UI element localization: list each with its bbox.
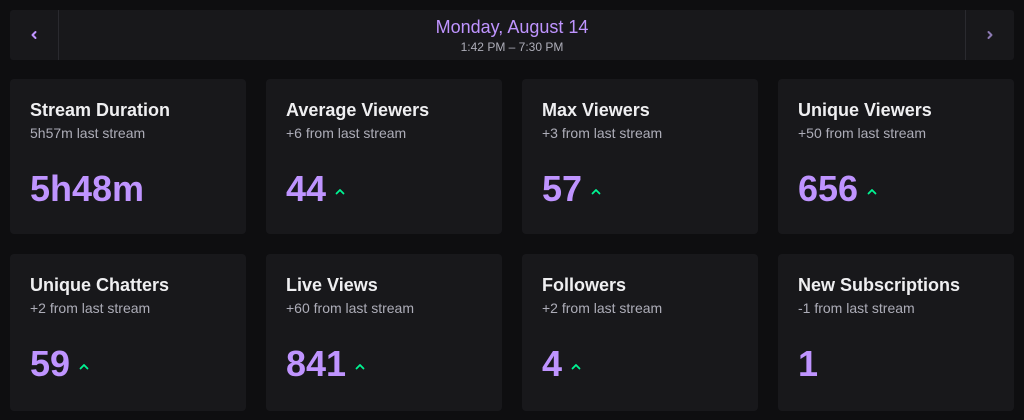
chevron-left-icon bbox=[31, 31, 37, 39]
stat-title: Unique Viewers bbox=[798, 100, 932, 120]
stat-card-stream-duration: Stream Duration 5h57m last stream 5h48m bbox=[10, 79, 246, 234]
stat-comparison: +2 from last stream bbox=[30, 300, 151, 316]
stat-comparison: +3 from last stream bbox=[542, 125, 663, 141]
chevron-right-icon bbox=[987, 31, 993, 39]
stat-comparison: +60 from last stream bbox=[286, 300, 414, 316]
stat-title: Unique Chatters bbox=[30, 275, 170, 295]
stat-title: Stream Duration bbox=[30, 100, 171, 120]
stat-title: Followers bbox=[542, 275, 627, 295]
previous-stream-button[interactable] bbox=[10, 10, 59, 60]
stat-card-unique-chatters: Unique Chatters +2 from last stream 59 bbox=[10, 254, 246, 411]
stat-value: 44 bbox=[286, 168, 327, 209]
stream-date: Monday, August 14 bbox=[435, 16, 589, 37]
stat-value: 57 bbox=[542, 168, 583, 209]
stat-card-unique-viewers: Unique Viewers +50 from last stream 656 bbox=[778, 79, 1014, 234]
trend-up-icon bbox=[591, 188, 601, 194]
stat-comparison: +50 from last stream bbox=[798, 125, 926, 141]
stat-card-followers: Followers +2 from last stream 4 bbox=[522, 254, 758, 411]
trend-up-icon bbox=[79, 363, 89, 369]
stats-grid: Stream Duration 5h57m last stream 5h48m … bbox=[10, 79, 1014, 411]
stat-value: 5h48m bbox=[30, 168, 145, 209]
date-display: Monday, August 14 1:42 PM – 7:30 PM bbox=[59, 10, 965, 60]
stat-comparison: 5h57m last stream bbox=[30, 125, 146, 141]
stat-comparison: +6 from last stream bbox=[286, 125, 407, 141]
next-stream-button[interactable] bbox=[965, 10, 1014, 60]
stat-title: Max Viewers bbox=[542, 100, 650, 120]
stat-title: New Subscriptions bbox=[798, 275, 961, 295]
date-navigator: Monday, August 14 1:42 PM – 7:30 PM bbox=[10, 10, 1014, 60]
stat-value: 59 bbox=[30, 343, 71, 384]
trend-up-icon bbox=[571, 363, 581, 369]
stat-card-average-viewers: Average Viewers +6 from last stream 44 bbox=[266, 79, 502, 234]
stat-value: 841 bbox=[286, 343, 347, 384]
trend-up-icon bbox=[335, 188, 345, 194]
stat-title: Live Views bbox=[286, 275, 378, 295]
stat-value: 4 bbox=[542, 343, 563, 384]
stat-comparison: -1 from last stream bbox=[798, 300, 915, 316]
trend-up-icon bbox=[867, 188, 877, 194]
stat-card-max-viewers: Max Viewers +3 from last stream 57 bbox=[522, 79, 758, 234]
trend-up-icon bbox=[355, 363, 365, 369]
stat-value: 1 bbox=[798, 343, 819, 384]
stat-comparison: +2 from last stream bbox=[542, 300, 663, 316]
stat-card-new-subscriptions: New Subscriptions -1 from last stream 1 bbox=[778, 254, 1014, 411]
stat-card-live-views: Live Views +60 from last stream 841 bbox=[266, 254, 502, 411]
stream-time-range: 1:42 PM – 7:30 PM bbox=[460, 39, 564, 54]
stat-value: 656 bbox=[798, 168, 859, 209]
stat-title: Average Viewers bbox=[286, 100, 430, 120]
